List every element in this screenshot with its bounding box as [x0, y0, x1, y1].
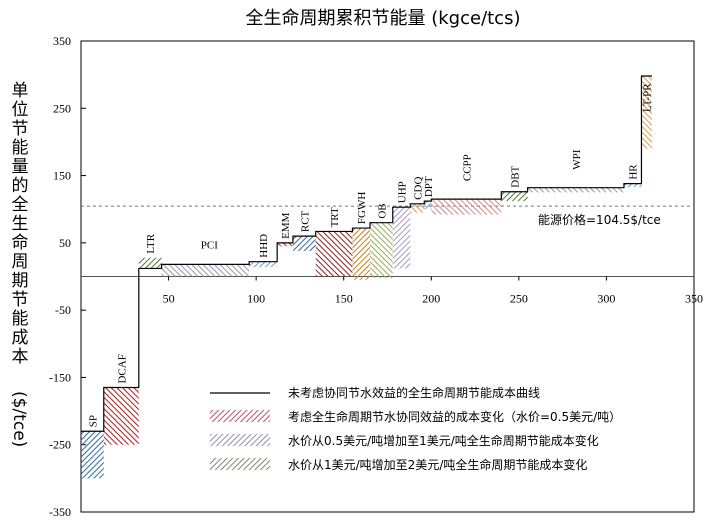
label-hr: HR — [628, 164, 640, 180]
label-hhd: HHD — [258, 234, 270, 258]
label-dpt: DPT — [423, 176, 435, 197]
y-label-unit: ($/tce) — [9, 391, 29, 447]
x-tick-label: 250 — [510, 292, 528, 306]
label-lt-pr: LT-PR — [642, 83, 654, 112]
x-tick-label: 50 — [163, 292, 175, 306]
bar-dbt — [501, 191, 528, 202]
bar-ltr — [138, 257, 162, 269]
x-tick-label: 200 — [422, 292, 440, 306]
bar-dcaf — [103, 387, 139, 445]
label-pci: PCI — [201, 239, 218, 251]
y-label-char: 位 — [12, 100, 29, 120]
y-label-char: 生 — [12, 214, 29, 234]
label-trt: TRT — [329, 207, 341, 227]
bar-lt-pr — [641, 75, 652, 149]
label-uhp: UHP — [397, 181, 409, 203]
bar-sp — [81, 431, 104, 479]
bar-wpi — [527, 187, 624, 193]
y-tick-label: -150 — [49, 370, 71, 384]
y-tick-label: -350 — [49, 505, 71, 519]
bar-emm — [277, 242, 293, 247]
y-label-char: 能 — [12, 138, 29, 158]
y-label-char: 期 — [12, 271, 29, 291]
label-ltr: LTR — [145, 233, 157, 253]
plot-area: 350 250 150 50 -50 -150 -250 -350 50 100 150 200 250… — [49, 34, 703, 519]
label-ccpp: CCPP — [461, 154, 473, 181]
bar-hr — [623, 183, 642, 188]
label-dbt: DBT — [509, 165, 521, 187]
y-label-char: 节 — [12, 290, 29, 310]
legend-label: 水价从1美元/吨增加至2美元/吨全生命周期节能成本变化 — [288, 457, 587, 472]
y-label-char: 的 — [12, 176, 29, 196]
bar-uhp — [392, 207, 411, 269]
legend-label: 未考虑协同节水效益的全生命周期节能成本曲线 — [288, 385, 540, 400]
label-dcaf: DCAF — [116, 354, 128, 383]
y-label-char: 周 — [12, 252, 29, 272]
label-ob: OB — [376, 203, 388, 218]
energy-price-label: 能源价格=104.5$/tce — [538, 212, 661, 227]
y-tick-label: 350 — [53, 34, 71, 48]
y-tick-label: -50 — [55, 303, 71, 317]
y-label-char: 命 — [12, 233, 29, 253]
y-label-char: 节 — [12, 119, 29, 139]
x-tick-label: 300 — [597, 292, 615, 306]
legend-hatch-swatch — [210, 458, 270, 470]
y-tick-label: -250 — [49, 438, 71, 452]
y-tick-label: 150 — [53, 169, 71, 183]
legend-hatch-swatch — [210, 410, 270, 422]
label-cdq: CDQ — [412, 177, 424, 200]
y-label-char: 量 — [12, 157, 29, 177]
y-label-char: 全 — [12, 195, 29, 215]
label-wpi: WPI — [571, 149, 583, 170]
bar-fgwh — [352, 228, 370, 280]
label-fgwh: FGWH — [356, 192, 368, 224]
legend: 未考虑协同节水效益的全生命周期节能成本曲线考虑全生命周期节水协同效益的成本变化（… — [210, 385, 621, 472]
bar-dpt — [424, 201, 432, 210]
y-label-char: 能 — [12, 309, 29, 329]
legend-label: 考虑全生命周期节水协同效益的成本变化（水价=0.5美元/吨） — [288, 409, 621, 424]
y-tick-label: 250 — [53, 101, 71, 115]
label-rct: RCT — [299, 210, 311, 232]
legend-hatch-swatch — [210, 434, 270, 446]
y-label-char: 单 — [12, 81, 29, 101]
bar-ob — [369, 222, 393, 278]
cost-curve — [81, 75, 652, 432]
y-tick-label: 50 — [59, 236, 71, 250]
y-label-char: 本 — [12, 347, 29, 367]
label-sp: SP — [87, 415, 99, 427]
chart-title: 全生命周期累积节能量 (kgce/tcs) — [246, 8, 521, 29]
bar-rct — [292, 236, 316, 251]
x-tick-label: 150 — [335, 292, 353, 306]
label-emm: EMM — [280, 212, 292, 239]
x-tick-label: 100 — [247, 292, 265, 306]
x-tick-label: 350 — [685, 292, 703, 306]
y-label-char: 成 — [12, 328, 29, 348]
bar-ccpp — [431, 199, 502, 215]
bar-trt — [315, 231, 353, 277]
bar-pci — [161, 264, 250, 277]
bar-hhd — [249, 261, 278, 268]
bar-cdq — [410, 203, 425, 213]
legend-label: 水价从0.5美元/吨增加至1美元/吨全生命周期节能成本变化 — [288, 433, 599, 448]
